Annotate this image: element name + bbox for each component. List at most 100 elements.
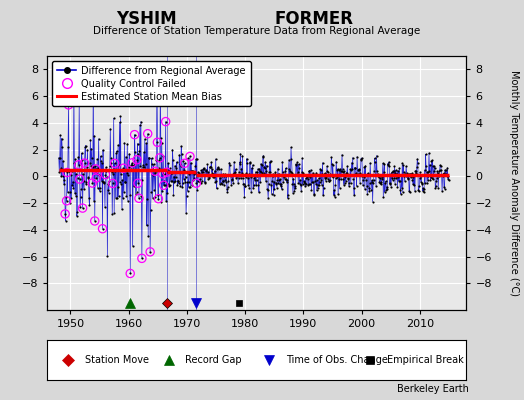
Point: [192, 180, 201, 186]
Point: [75, 176, 84, 182]
Point: [107, 168, 116, 175]
Point: [88, 155, 96, 162]
Point: [422, 163, 430, 170]
Point: [253, 173, 261, 179]
Point: [239, 175, 247, 182]
Point: [342, 178, 350, 184]
Point: [359, 174, 368, 180]
Point: [268, 178, 276, 184]
Point: [255, 189, 263, 196]
Point: [89, 164, 97, 170]
Point: [127, 162, 135, 168]
Point: [317, 166, 325, 173]
Point: [226, 172, 234, 178]
Point: [311, 178, 319, 184]
Point: [297, 182, 305, 188]
Point: [392, 174, 401, 181]
Point: [96, 185, 104, 191]
Point: [68, 167, 76, 174]
Point: [368, 177, 376, 183]
Point: [200, 179, 209, 185]
Point: [241, 183, 249, 190]
Point: [440, 186, 449, 192]
Point: [105, 178, 114, 184]
Point: [241, 182, 249, 189]
Point: [336, 166, 344, 172]
Point: [217, 173, 226, 179]
Point: [285, 156, 293, 163]
Point: [280, 174, 288, 180]
Point: [138, 255, 146, 262]
Point: [189, 177, 198, 183]
Point: [203, 161, 212, 168]
Point: [395, 165, 403, 171]
Point: [71, 190, 79, 197]
Point: [409, 173, 418, 180]
Point: [407, 174, 415, 181]
Point: [427, 174, 435, 181]
Point: [168, 178, 176, 184]
Point: [399, 162, 408, 168]
Point: [313, 185, 322, 192]
Point: [363, 190, 372, 197]
Point: [363, 183, 371, 190]
Point: [115, 162, 123, 168]
Point: [329, 162, 337, 169]
Point: [337, 168, 346, 174]
Point: [392, 167, 400, 173]
Point: [169, 192, 178, 198]
Point: [384, 160, 392, 167]
Point: [376, 179, 384, 186]
Point: [71, 156, 80, 163]
Point: [78, 157, 86, 163]
Point: [113, 184, 122, 190]
Point: [332, 175, 340, 182]
Point: [152, 156, 161, 163]
Point: [426, 176, 434, 183]
Point: [352, 172, 360, 178]
Point: [194, 170, 203, 176]
Point: [180, 166, 188, 173]
Point: [144, 130, 152, 137]
Point: [121, 179, 129, 186]
Point: [201, 180, 209, 186]
Point: [188, 168, 196, 174]
Point: [133, 156, 141, 163]
Point: [343, 169, 351, 176]
Point: [57, 165, 65, 171]
Point: [292, 170, 301, 177]
Point: [154, 196, 162, 202]
Point: [375, 174, 383, 180]
Point: [381, 178, 390, 185]
Point: [94, 136, 103, 142]
Point: [374, 171, 383, 178]
Point: [296, 177, 304, 183]
Point: [313, 187, 321, 194]
Point: [387, 169, 396, 176]
Point: [230, 158, 238, 165]
Point: [82, 181, 90, 187]
Point: [265, 169, 274, 175]
Point: [359, 176, 368, 183]
Point: [61, 218, 70, 224]
Point: [300, 179, 308, 185]
Point: [124, 172, 133, 178]
Point: [119, 165, 128, 172]
Point: [63, 169, 71, 176]
Point: [229, 180, 237, 186]
Point: [286, 169, 294, 175]
Point: [314, 182, 322, 188]
Point: [257, 169, 266, 175]
Point: [291, 185, 300, 192]
Point: [443, 172, 451, 179]
Point: [310, 191, 318, 197]
Point: [202, 172, 211, 178]
Legend: Difference from Regional Average, Quality Control Failed, Estimated Station Mean: Difference from Regional Average, Qualit…: [52, 61, 250, 106]
Point: [157, 134, 165, 141]
Point: [75, 176, 84, 182]
Point: [61, 211, 69, 217]
Point: [91, 218, 99, 224]
Point: [159, 171, 167, 177]
Point: [421, 180, 429, 186]
Point: [393, 184, 401, 190]
